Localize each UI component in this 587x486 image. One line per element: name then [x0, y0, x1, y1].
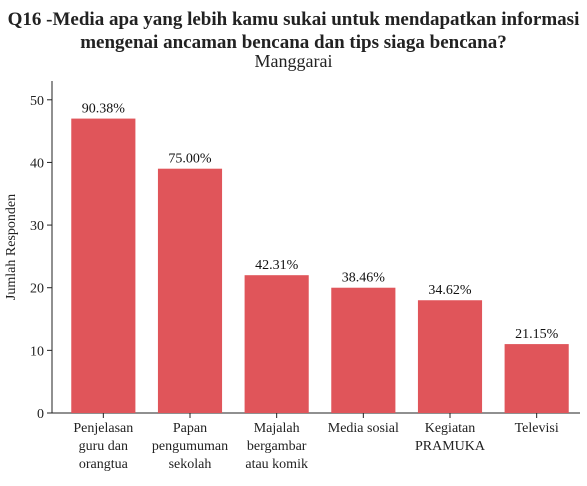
bar-5	[504, 344, 569, 413]
data-label-3: 38.46%	[342, 271, 386, 286]
category-label-1-line-0: Papan	[173, 421, 207, 436]
category-label-5: Televisi	[515, 421, 559, 436]
bar-2	[244, 275, 309, 413]
category-label-4-line-0: Kegiatan	[425, 421, 476, 436]
chart-title-line-2: mengenai ancaman bencana dan tips siaga …	[80, 32, 507, 53]
y-axis-label: Jumlah Responden	[4, 194, 19, 300]
data-label-1: 75.00%	[168, 152, 212, 167]
category-label-2-line-1: bergambar	[247, 439, 307, 454]
data-label-4: 34.62%	[428, 283, 472, 298]
category-label-2-line-0: Majalah	[254, 421, 300, 436]
category-label-4: Kegiatan PRAMUKA	[415, 421, 486, 454]
category-label-1: Papan pengumuman sekolah	[152, 421, 228, 472]
category-label-1-line-1: pengumuman	[152, 439, 228, 454]
category-label-3: Media sosial	[328, 421, 399, 436]
category-label-2-line-2: atau komik	[245, 457, 308, 472]
y-tick-label-2: 20	[30, 282, 44, 297]
category-label-0: Penjelasan guru dan orangtua	[73, 421, 133, 472]
chart-subtitle: Manggarai	[254, 51, 333, 71]
data-label-2: 42.31%	[255, 258, 299, 273]
category-label-2: Majalah bergambar atau komik	[245, 421, 308, 472]
category-label-0-line-0: Penjelasan	[73, 421, 133, 436]
data-label-5: 21.15%	[515, 327, 559, 342]
category-label-1-line-2: sekolah	[169, 457, 212, 472]
category-label-3-line-0: Media sosial	[328, 421, 399, 436]
data-label-0: 90.38%	[82, 102, 126, 117]
bar-1	[157, 168, 223, 413]
category-label-4-line-1: PRAMUKA	[415, 439, 486, 454]
category-label-5-line-0: Televisi	[515, 421, 559, 436]
bar-3	[331, 287, 396, 413]
chart-title: Q16 -Media apa yang lebih kamu sukai unt…	[0, 8, 587, 54]
y-tick-label-1: 10	[30, 344, 44, 359]
chart-title-line-1: Q16 -Media apa yang lebih kamu sukai unt…	[7, 9, 580, 30]
bar-4	[417, 300, 483, 413]
bar-0	[71, 118, 136, 414]
y-tick-label-3: 30	[30, 219, 44, 234]
category-label-0-line-1: guru dan	[79, 439, 128, 454]
y-tick-label-0: 0	[37, 407, 44, 422]
category-label-0-line-2: orangtua	[79, 457, 129, 472]
y-tick-label-5: 50	[30, 94, 44, 109]
y-tick-label-4: 40	[30, 156, 44, 171]
